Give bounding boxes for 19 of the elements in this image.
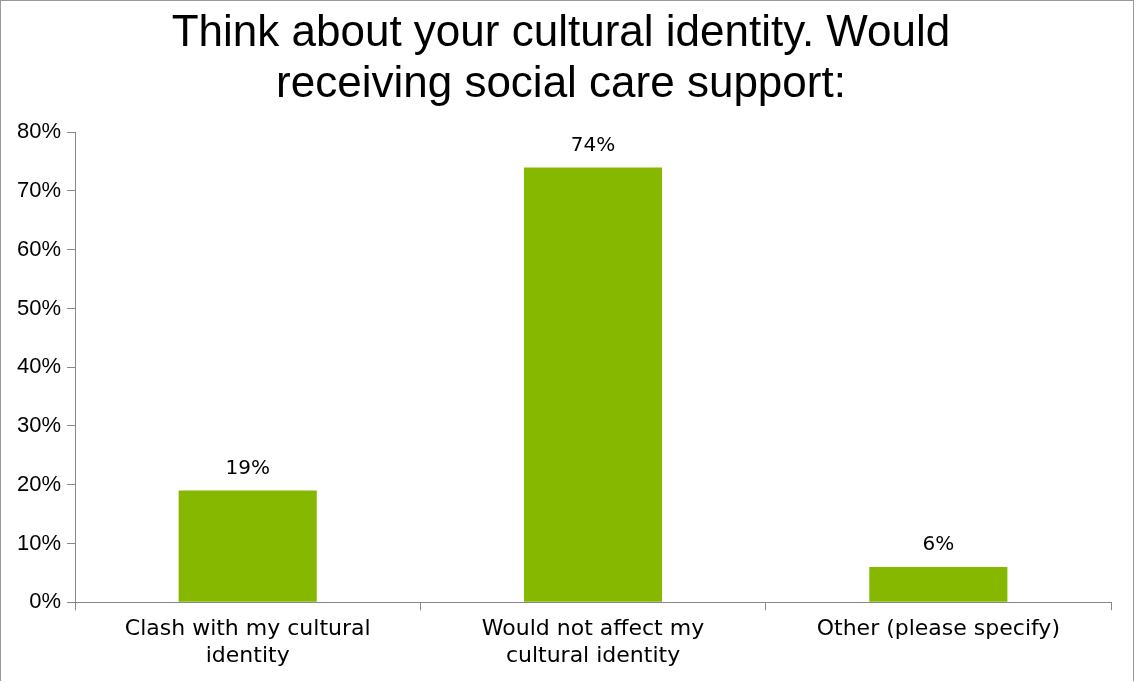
x-tick-label: Clash with my cultural identity	[124, 615, 371, 667]
data-label: 74%	[570, 131, 616, 156]
y-tick-label: 80%	[16, 118, 62, 144]
y-tick-label: 30%	[16, 412, 62, 438]
data-label: 6%	[922, 531, 955, 556]
x-tick-label: Other (please specify)	[816, 615, 1060, 641]
x-tick-label: Would not affect my cultural identity	[481, 615, 705, 667]
y-tick-label: 20%	[16, 470, 62, 496]
y-tick-label: 70%	[16, 177, 62, 203]
y-tick-label: 0%	[29, 588, 62, 614]
y-tick-label: 10%	[16, 529, 62, 555]
chart-title: Think about your cultural identity. Would receiving social care support:	[171, 6, 951, 107]
y-tick-label: 50%	[16, 294, 62, 320]
bar	[178, 490, 317, 602]
y-tick-label: 40%	[16, 353, 62, 379]
y-tick-label: 60%	[16, 235, 62, 261]
data-label: 19%	[225, 454, 270, 479]
bar	[869, 566, 1008, 602]
bar	[523, 167, 663, 602]
